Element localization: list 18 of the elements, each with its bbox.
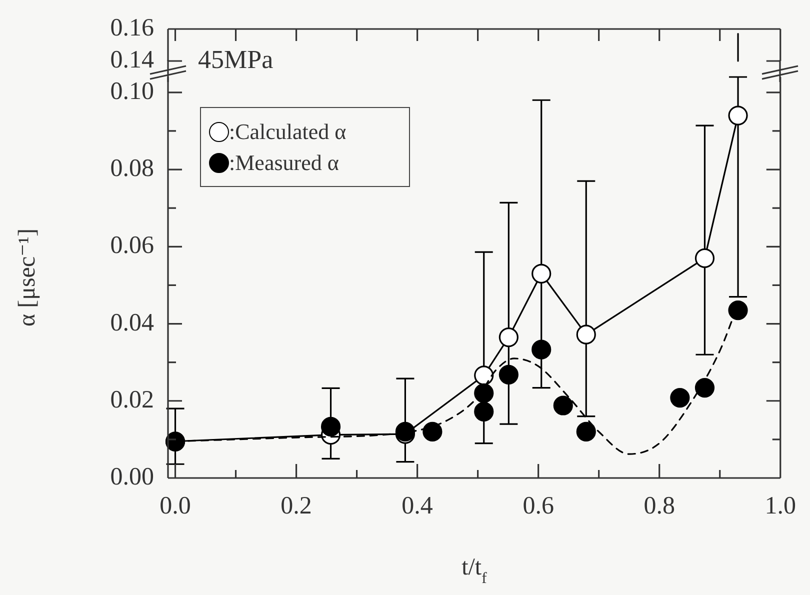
y-tick-label: 0.06	[110, 232, 154, 260]
x-tick-label: 0.8	[644, 492, 675, 520]
annotation: 45MPa	[198, 44, 274, 74]
y-tick-label: 0.10	[110, 78, 154, 105]
y-tick-label: 0.02	[110, 386, 154, 414]
y-axis-title: α [μsec⁻¹]	[14, 228, 40, 326]
y-tick-label: 0.04	[110, 309, 154, 336]
x-tick-label: 0.2	[280, 492, 312, 520]
y-tick-label: 0.14	[110, 46, 154, 74]
x-tick-label: 0.0	[160, 492, 191, 520]
x-tick-label: 1.0	[764, 492, 796, 520]
y-tick-label: 0.08	[110, 155, 154, 182]
x-tick-label: 0.4	[402, 492, 434, 520]
legend-label: :Calculated α	[229, 118, 346, 144]
y-tick-label: 0.16	[110, 14, 154, 42]
x-tick-label: 0.6	[522, 492, 554, 520]
y-tick-label: 0.00	[110, 464, 154, 491]
legend-label: :Measured α	[229, 150, 339, 176]
